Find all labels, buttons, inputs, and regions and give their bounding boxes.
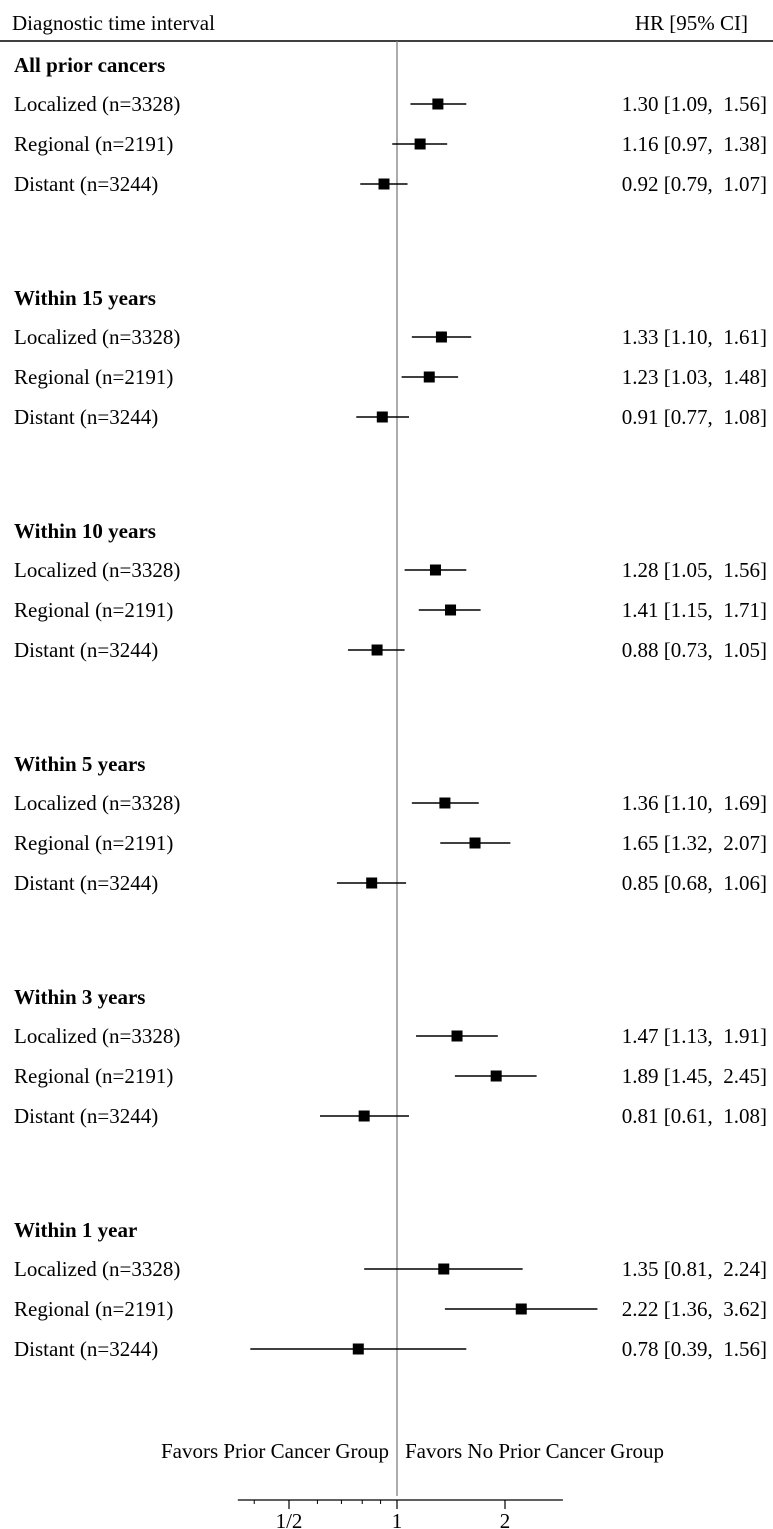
row-label: Localized (n=3328) xyxy=(14,1024,180,1048)
row-label: Distant (n=3244) xyxy=(14,638,158,662)
group-title: Within 15 years xyxy=(14,286,156,310)
hr-ci-value: 1.28 [1.05, 1.56] xyxy=(622,558,767,582)
favor-right-label: Favors No Prior Cancer Group xyxy=(405,1439,664,1463)
group-title: Within 5 years xyxy=(14,752,145,776)
group-title: Within 1 year xyxy=(14,1218,137,1242)
row-label: Regional (n=2191) xyxy=(14,831,173,855)
row-label: Regional (n=2191) xyxy=(14,1064,173,1088)
group-title: All prior cancers xyxy=(14,53,165,77)
hr-ci-value: 0.78 [0.39, 1.56] xyxy=(622,1337,767,1361)
hr-point-marker xyxy=(435,331,447,343)
hr-point-marker xyxy=(378,178,390,190)
hr-point-marker xyxy=(439,797,451,809)
hr-ci-value: 0.88 [0.73, 1.05] xyxy=(622,638,767,662)
row-label: Localized (n=3328) xyxy=(14,92,180,116)
group-title: Within 3 years xyxy=(14,985,145,1009)
row-label: Distant (n=3244) xyxy=(14,1104,158,1128)
hr-ci-value: 1.23 [1.03, 1.48] xyxy=(622,365,767,389)
hr-point-marker xyxy=(451,1030,463,1042)
row-label: Localized (n=3328) xyxy=(14,1257,180,1281)
hr-point-marker xyxy=(490,1070,502,1082)
hr-point-marker xyxy=(432,98,444,110)
hr-ci-value: 1.33 [1.10, 1.61] xyxy=(622,325,767,349)
header-left-label: Diagnostic time interval xyxy=(12,11,215,35)
hr-point-marker xyxy=(438,1263,450,1275)
hr-point-marker xyxy=(414,138,426,150)
row-label: Distant (n=3244) xyxy=(14,1337,158,1361)
row-label: Regional (n=2191) xyxy=(14,1297,173,1321)
hr-ci-value: 0.92 [0.79, 1.07] xyxy=(622,172,767,196)
forest-rows: All prior cancers Localized (n=3328) 1.30 … xyxy=(14,53,767,1361)
hr-ci-value: 1.30 [1.09, 1.56] xyxy=(622,92,767,116)
x-tick-label: 1 xyxy=(392,1509,403,1529)
hr-ci-value: 1.41 [1.15, 1.71] xyxy=(622,598,767,622)
hr-point-marker xyxy=(469,837,481,849)
hr-point-marker xyxy=(352,1343,364,1355)
hr-point-marker xyxy=(376,411,388,423)
row-label: Distant (n=3244) xyxy=(14,405,158,429)
hr-ci-value: 1.36 [1.10, 1.69] xyxy=(622,791,767,815)
hr-ci-value: 1.65 [1.32, 2.07] xyxy=(622,831,767,855)
row-label: Distant (n=3244) xyxy=(14,871,158,895)
row-label: Regional (n=2191) xyxy=(14,598,173,622)
hr-point-marker xyxy=(371,644,383,656)
hr-ci-value: 1.16 [0.97, 1.38] xyxy=(622,132,767,156)
row-label: Localized (n=3328) xyxy=(14,325,180,349)
hr-point-marker xyxy=(366,877,378,889)
header-right-label: HR [95% CI] xyxy=(635,11,748,35)
group-title: Within 10 years xyxy=(14,519,156,543)
x-axis: 1/2 1 2 xyxy=(237,1499,563,1529)
hr-ci-value: 2.22 [1.36, 3.62] xyxy=(622,1297,767,1321)
row-label: Localized (n=3328) xyxy=(14,558,180,582)
hr-ci-value: 0.91 [0.77, 1.08] xyxy=(622,405,767,429)
hr-point-marker xyxy=(445,604,457,616)
hr-point-marker xyxy=(429,564,441,576)
favor-left-label: Favors Prior Cancer Group xyxy=(161,1439,389,1463)
hr-ci-value: 1.89 [1.45, 2.45] xyxy=(622,1064,767,1088)
x-tick-label: 2 xyxy=(500,1509,511,1529)
hr-point-marker xyxy=(515,1303,527,1315)
row-label: Regional (n=2191) xyxy=(14,365,173,389)
hr-ci-value: 0.85 [0.68, 1.06] xyxy=(622,871,767,895)
hr-point-marker xyxy=(358,1110,370,1122)
x-tick-label: 1/2 xyxy=(276,1509,303,1529)
hr-point-marker xyxy=(423,371,435,383)
row-label: Regional (n=2191) xyxy=(14,132,173,156)
hr-ci-value: 1.47 [1.13, 1.91] xyxy=(622,1024,767,1048)
row-label: Distant (n=3244) xyxy=(14,172,158,196)
hr-ci-value: 1.35 [0.81, 2.24] xyxy=(622,1257,767,1281)
row-label: Localized (n=3328) xyxy=(14,791,180,815)
hr-ci-value: 0.81 [0.61, 1.08] xyxy=(622,1104,767,1128)
